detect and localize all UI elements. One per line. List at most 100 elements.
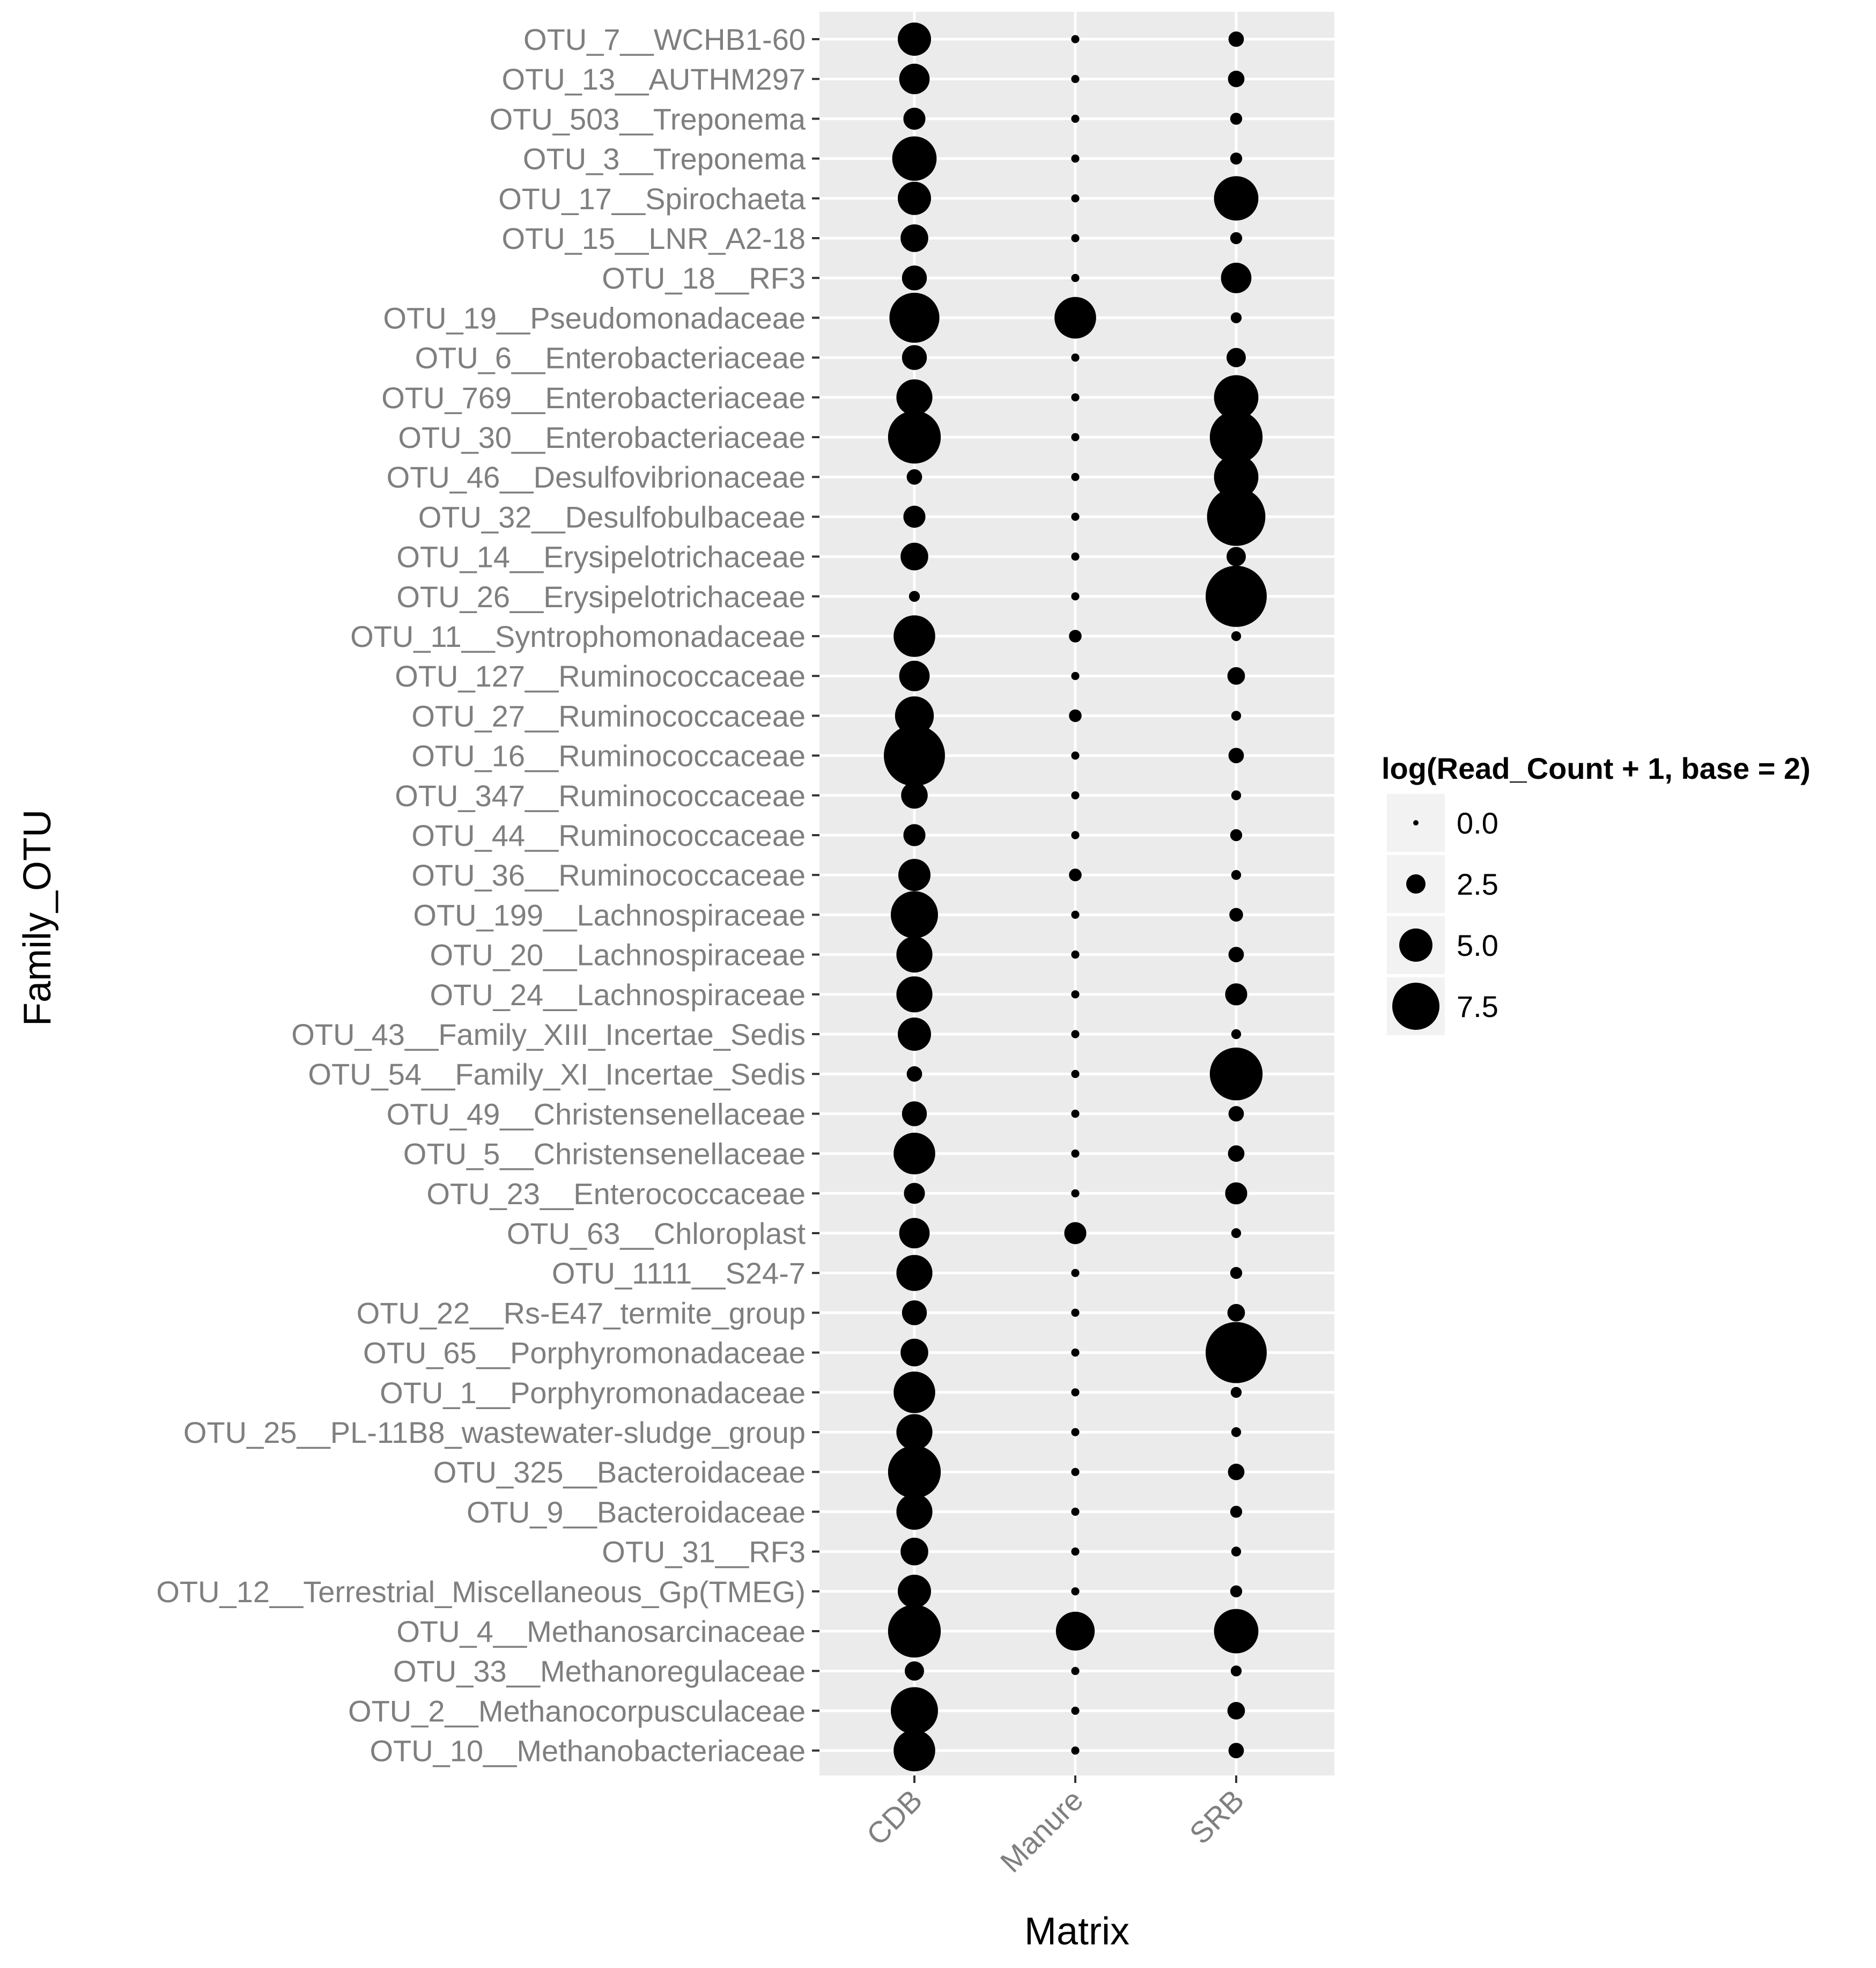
data-point <box>1055 1611 1095 1651</box>
data-point <box>1228 70 1245 87</box>
data-point <box>902 1101 927 1126</box>
legend-key-symbol <box>1413 820 1419 825</box>
data-point <box>1230 152 1243 165</box>
data-point <box>1225 1182 1247 1205</box>
data-point <box>1071 473 1080 481</box>
data-point <box>1071 75 1080 83</box>
data-point <box>1227 348 1246 367</box>
legend-key-symbol <box>1399 928 1432 962</box>
data-point <box>902 345 927 370</box>
y-tick-label: OTU_9__Bacteroidaceae <box>467 1495 806 1529</box>
data-point <box>906 469 922 485</box>
data-point <box>1230 1665 1242 1677</box>
y-tick-label: OTU_13__AUTHM297 <box>502 62 806 96</box>
data-point <box>1071 274 1080 282</box>
data-point <box>898 859 930 891</box>
data-point <box>906 1066 922 1082</box>
data-point <box>888 1446 941 1499</box>
data-point <box>1071 194 1080 203</box>
y-tick-label: OTU_25__PL-11B8_wastewater-sludge_group <box>183 1416 806 1449</box>
legend-entry-label: 7.5 <box>1457 990 1498 1023</box>
data-point <box>1207 488 1266 546</box>
data-point <box>1071 1507 1080 1516</box>
data-point <box>896 1493 933 1530</box>
data-point <box>1071 512 1080 521</box>
data-point <box>898 181 931 215</box>
data-point <box>896 937 933 973</box>
y-tick-label: OTU_46__Desulfovibrionaceae <box>387 460 806 494</box>
data-point <box>893 1372 935 1413</box>
data-point <box>1228 1145 1245 1162</box>
data-point <box>1071 910 1080 919</box>
data-point <box>1214 454 1259 499</box>
data-point <box>1231 1228 1242 1239</box>
data-point <box>1071 35 1080 43</box>
data-point <box>1228 1463 1245 1480</box>
data-point <box>1225 983 1247 1006</box>
data-point <box>1071 433 1080 441</box>
legend-title: log(Read_Count + 1, base = 2) <box>1382 751 1811 785</box>
y-tick-label: OTU_31__RF3 <box>602 1535 806 1569</box>
y-tick-label: OTU_63__Chloroplast <box>507 1217 806 1250</box>
data-point <box>896 379 933 416</box>
data-point <box>1071 1746 1080 1755</box>
data-point <box>905 1661 924 1681</box>
y-tick-label: OTU_18__RF3 <box>602 261 806 295</box>
y-tick-label: OTU_769__Enterobacteriaceae <box>381 381 806 415</box>
data-point <box>1227 547 1246 566</box>
data-point <box>1214 176 1259 221</box>
data-point <box>1071 1706 1080 1715</box>
data-point <box>889 292 940 343</box>
data-point <box>895 696 934 735</box>
y-tick-label: OTU_44__Ruminococcaceae <box>411 819 806 852</box>
data-point <box>1071 1030 1080 1038</box>
data-point <box>902 1300 927 1325</box>
data-point <box>1069 630 1082 643</box>
y-tick-label: OTU_503__Treponema <box>490 102 806 136</box>
y-tick-label: OTU_6__Enterobacteriaceae <box>415 341 806 375</box>
data-point <box>1228 31 1244 47</box>
y-tick-label: OTU_3__Treponema <box>523 142 806 176</box>
data-point <box>1071 1587 1080 1596</box>
y-tick-label: OTU_10__Methanobacteriaceae <box>370 1734 806 1768</box>
data-point <box>1206 1322 1267 1383</box>
data-point <box>1206 565 1267 627</box>
y-tick-label: OTU_14__Erysipelotrichaceae <box>396 540 806 574</box>
legend-entry-label: 5.0 <box>1457 928 1498 962</box>
data-point <box>1071 1388 1080 1397</box>
data-point <box>1230 1387 1242 1398</box>
y-tick-label: OTU_17__Spirochaeta <box>498 182 806 216</box>
legend-entry-label: 0.0 <box>1457 806 1498 840</box>
data-point <box>1064 1222 1087 1244</box>
y-tick-label: OTU_19__Pseudomonadaceae <box>383 301 806 335</box>
y-tick-label: OTU_27__Ruminococcaceae <box>411 699 806 733</box>
data-point <box>1227 667 1245 685</box>
y-axis-title: Family_OTU <box>16 809 59 1026</box>
data-point <box>898 1574 931 1608</box>
data-point <box>1230 829 1243 842</box>
data-point <box>900 1338 928 1367</box>
data-point <box>901 782 928 809</box>
data-point <box>1231 1546 1242 1557</box>
data-point <box>1227 1304 1245 1322</box>
data-point <box>1071 1269 1080 1277</box>
data-point <box>1214 375 1259 420</box>
y-tick-label: OTU_11__Syntrophomonadaceae <box>350 620 806 653</box>
data-point <box>1071 1468 1080 1476</box>
data-point <box>1230 312 1242 323</box>
y-tick-label: OTU_54__Family_XI_Incertae_Sedis <box>308 1057 806 1091</box>
data-point <box>900 224 928 252</box>
data-point <box>1071 950 1080 959</box>
data-point <box>896 976 933 1013</box>
data-point <box>902 266 927 291</box>
y-tick-label: OTU_65__Porphyromonadaceae <box>363 1336 806 1370</box>
y-tick-label: OTU_199__Lachnospiraceae <box>413 898 806 932</box>
data-point <box>1228 947 1244 962</box>
data-point <box>1228 1743 1244 1759</box>
data-point <box>1071 791 1080 800</box>
data-point <box>1230 1267 1243 1279</box>
data-point <box>1069 868 1082 881</box>
data-point <box>909 591 920 602</box>
data-point <box>1071 552 1080 561</box>
